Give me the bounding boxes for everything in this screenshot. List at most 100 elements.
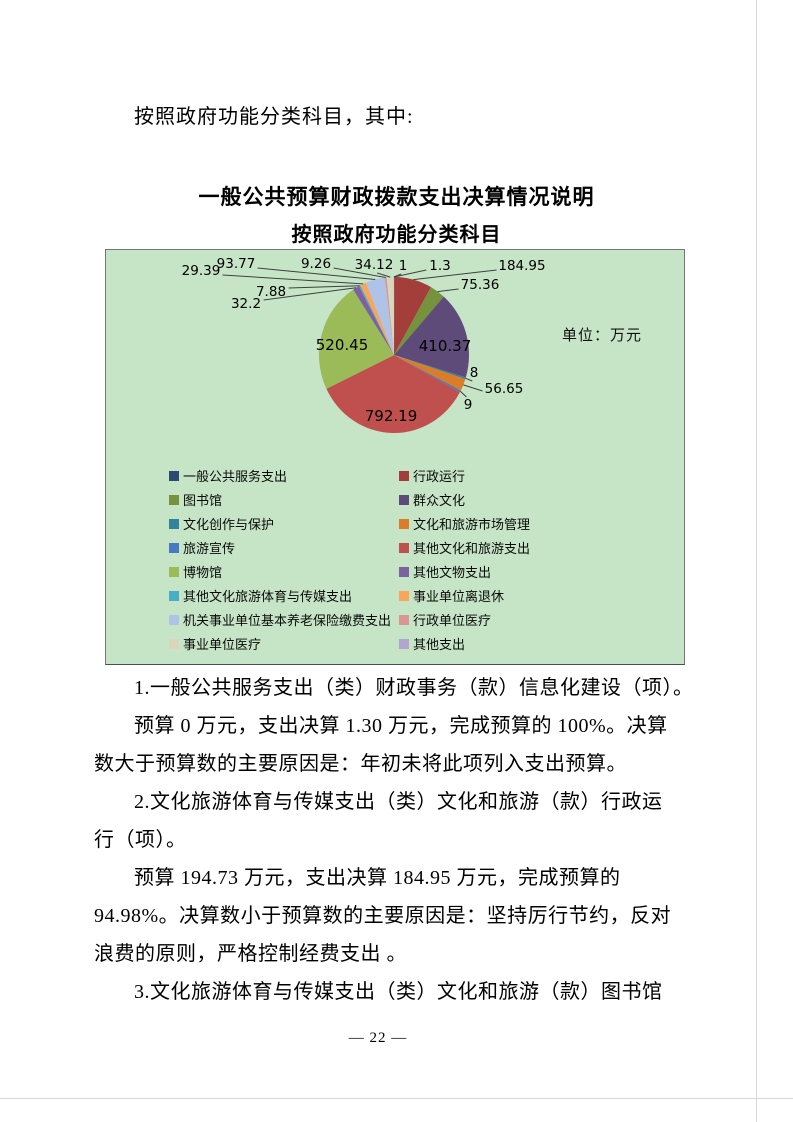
body-line: 3.文化旅游体育与传媒支出（类）文化和旅游（款）图书馆 (134, 981, 663, 1003)
data-label: 32.2 (231, 296, 261, 312)
pie-slice (394, 287, 444, 355)
body-line: 数大于预算数的主要原因是：年初未将此项列入支出预算。 (94, 753, 627, 775)
legend-swatch (169, 494, 179, 505)
data-label: 792.19 (365, 407, 418, 425)
pie-slice (326, 355, 460, 434)
legend-item: 博物馆 (169, 564, 223, 581)
label-leader-line (263, 287, 357, 301)
legend-swatch (169, 470, 179, 481)
pie-slice (394, 355, 461, 393)
chart-title: 一般公共预算财政拨款支出决算情况说明 (198, 186, 595, 209)
page-number: — 22 — (348, 1030, 408, 1046)
pie-slice (394, 277, 432, 355)
legend-swatch (169, 542, 179, 553)
body-line: 94.98%。决算数小于预算数的主要原因是：坚持厉行节约，反对 (94, 905, 672, 927)
pie-slice (318, 289, 394, 389)
legend-label: 其他文化旅游体育与传媒支出 (183, 590, 353, 605)
data-label: 75.36 (461, 277, 500, 293)
label-leader-line (393, 269, 427, 278)
body-line: 浪费的原则，严格控制经费支出 。 (94, 943, 407, 965)
legend-label: 博物馆 (183, 566, 223, 581)
legend-label: 一般公共服务支出 (183, 470, 288, 485)
label-leader-line (257, 267, 376, 280)
legend-item: 文化和旅游市场管理 (399, 516, 531, 533)
label-leader-line (465, 377, 473, 382)
legend-item: 机关事业单位基本养老保险缴费支出 (169, 612, 392, 629)
legend-swatch (169, 518, 179, 529)
pie-slice (394, 355, 466, 391)
label-leader-line (393, 273, 402, 278)
legend-item: 旅游宣传 (169, 540, 236, 557)
label-leader-line (377, 272, 391, 278)
legend-swatch (399, 542, 409, 553)
data-label: 93.77 (217, 256, 256, 272)
legend-item: 文化创作与保护 (169, 516, 275, 533)
label-leader-line (413, 269, 497, 281)
page-edge-bottom (0, 1098, 793, 1099)
label-leader-line (288, 285, 360, 289)
legend-item: 其他文化和旅游支出 (399, 540, 531, 557)
page-edge-right (756, 0, 757, 1122)
pie-slice (384, 277, 394, 355)
legend-item: 事业单位离退休 (399, 588, 505, 605)
legend-swatch (399, 590, 409, 601)
legend-item: 一般公共服务支出 (169, 468, 288, 485)
legend-label: 文化和旅游市场管理 (413, 518, 531, 533)
legend-label: 其他文化和旅游支出 (413, 542, 531, 557)
body-line: 1.一般公共服务支出（类）财政事务（款）信息化建设（项）。 (134, 677, 694, 699)
legend-item: 行政运行 (399, 468, 466, 485)
legend-item: 其他文化旅游体育与传媒支出 (169, 588, 353, 605)
legend-swatch (169, 638, 179, 649)
data-label: 9.26 (301, 256, 331, 272)
pie-slice (394, 355, 466, 380)
data-label: 1.3 (429, 258, 450, 274)
chart-subtitle: 按照政府功能分类科目 (291, 224, 502, 246)
data-label: 56.65 (485, 381, 524, 397)
legend-label: 其他文物支出 (413, 566, 492, 581)
label-leader-line (222, 274, 364, 285)
legend-swatch (399, 494, 409, 505)
data-label: 1 (399, 258, 408, 274)
data-label: 7.88 (256, 284, 286, 300)
pie-chart-panel: 1.3 184.95 75.36 410.37 8 56.65 9 792.19 520.45 3… (105, 249, 685, 665)
legend-item: 其他文物支出 (399, 564, 492, 581)
body-text: 1.一般公共服务支出（类）财政事务（款）信息化建设（项）。 预算 0 万元，支出决… (94, 669, 710, 1011)
unit-label: 单位：万元 (562, 326, 643, 344)
legend-label: 旅游宣传 (183, 542, 236, 557)
legend-label: 事业单位离退休 (413, 590, 505, 605)
intro-paragraph: 按照政府功能分类科目，其中: (134, 106, 414, 128)
legend-label: 机关事业单位基本养老保险缴费支出 (183, 614, 392, 629)
label-leader-line (437, 288, 459, 293)
body-line: 2.文化旅游体育与传媒支出（类）文化和旅游（款）行政运 (134, 791, 663, 813)
pie-slice (360, 282, 394, 355)
legend-item: 行政单位医疗 (399, 612, 492, 629)
data-label: 29.39 (182, 263, 221, 279)
data-label: 410.37 (419, 337, 472, 355)
data-label: 34.12 (355, 257, 394, 273)
legend-item: 图书馆 (169, 492, 223, 509)
legend-label: 事业单位医疗 (183, 638, 262, 653)
pie-slice (358, 285, 394, 355)
legend-item: 群众文化 (399, 492, 466, 509)
legend-label: 行政单位医疗 (413, 614, 492, 629)
legend-label: 文化创作与保护 (183, 518, 275, 533)
label-leader-line (460, 390, 467, 398)
legend-swatch (399, 614, 409, 625)
label-leader-line (463, 384, 483, 392)
legend-label: 图书馆 (183, 494, 223, 509)
data-label: 520.45 (316, 336, 369, 354)
legend-label: 行政运行 (413, 470, 466, 485)
body-line: 行（项）。 (94, 829, 187, 851)
legend-swatch (169, 590, 179, 601)
legend-swatch (169, 614, 179, 625)
pie-chart: 1.3 184.95 75.36 410.37 8 56.65 9 792.19 520.45 3… (182, 256, 546, 434)
label-leader-line (333, 267, 386, 278)
data-label: 184.95 (498, 258, 545, 274)
legend-item: 其他支出 (399, 636, 465, 653)
data-label: 9 (464, 397, 473, 413)
body-line: 预算 0 万元，支出决算 1.30 万元，完成预算的 100%。决算 (134, 715, 668, 737)
legend-label: 群众文化 (413, 494, 466, 509)
chart-legend: 一般公共服务支出 行政运行 图书馆 群众文化 文化创作与保护 文化和旅游市场管理 旅游宣传其… (106, 250, 684, 664)
pie-slice (394, 296, 469, 378)
